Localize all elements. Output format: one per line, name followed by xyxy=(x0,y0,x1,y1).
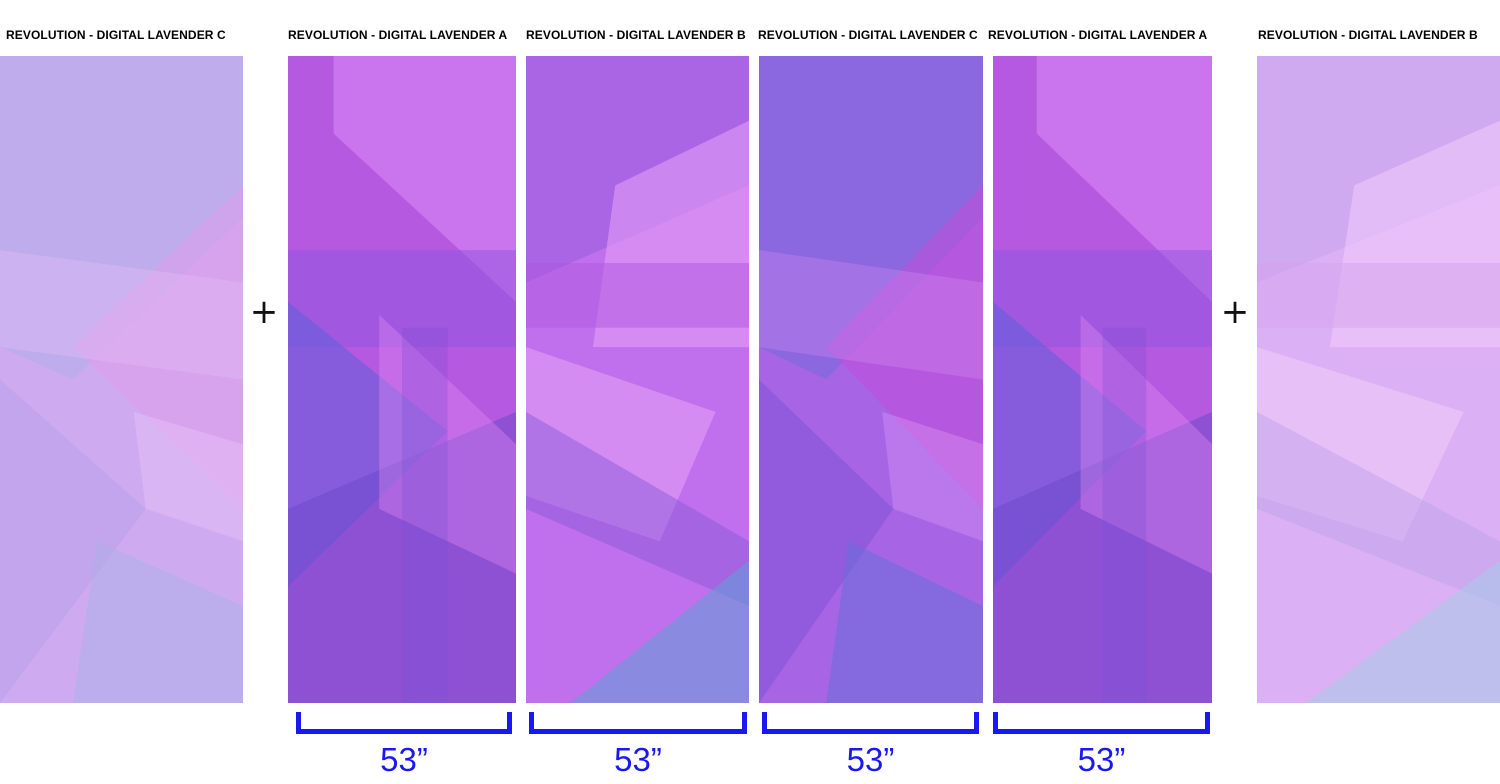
wallpaper-panel-3 xyxy=(526,56,749,703)
width-measurement-4: 53” xyxy=(1077,741,1126,778)
width-bracket-1 xyxy=(296,712,512,734)
panel-artwork xyxy=(1257,56,1500,703)
panel-label-3: REVOLUTION - DIGITAL LAVENDER B xyxy=(526,28,746,42)
wallpaper-panel-5 xyxy=(993,56,1212,703)
width-bracket-4 xyxy=(993,712,1210,734)
width-bracket-2 xyxy=(529,712,747,734)
width-measurement-3: 53” xyxy=(846,741,895,778)
panel-label-4: REVOLUTION - DIGITAL LAVENDER C xyxy=(758,28,978,42)
panel-artwork xyxy=(288,56,516,703)
panel-artwork xyxy=(993,56,1212,703)
width-measurement-2: 53” xyxy=(614,741,662,778)
panel-label-2: REVOLUTION - DIGITAL LAVENDER A xyxy=(288,28,508,42)
wallpaper-panel-4 xyxy=(759,56,983,703)
panel-artwork xyxy=(759,56,983,703)
plus-sign-left: + xyxy=(249,292,279,332)
width-bracket-3 xyxy=(762,712,979,734)
wallpaper-panel-2 xyxy=(288,56,516,703)
wallpaper-panel-1 xyxy=(0,56,243,703)
wallpaper-panel-6 xyxy=(1257,56,1500,703)
panel-label-5: REVOLUTION - DIGITAL LAVENDER A xyxy=(988,28,1208,42)
width-measurement-1: 53” xyxy=(380,741,428,778)
panel-artwork xyxy=(526,56,749,703)
panel-artwork xyxy=(0,56,243,703)
panel-label-6: REVOLUTION - DIGITAL LAVENDER B xyxy=(1258,28,1478,42)
plus-sign-right: + xyxy=(1220,292,1250,332)
panel-label-1: REVOLUTION - DIGITAL LAVENDER C xyxy=(6,28,226,42)
